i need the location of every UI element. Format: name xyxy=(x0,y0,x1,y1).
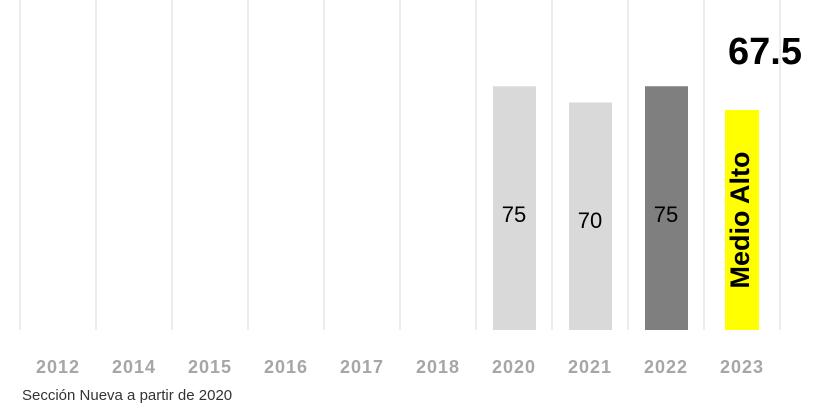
x-tick-label: 2012 xyxy=(36,357,80,377)
x-tick-label: 2020 xyxy=(492,357,536,377)
value-label: 75 xyxy=(654,202,678,227)
score: 67.5 xyxy=(728,31,802,73)
bar xyxy=(645,86,688,330)
bar xyxy=(493,86,536,330)
bar xyxy=(569,102,612,330)
x-tick-label: 2018 xyxy=(416,357,460,377)
footnote: Sección Nueva a partir de 2020 xyxy=(22,387,232,404)
x-tick-label: 2017 xyxy=(340,357,384,377)
x-tick-label: 2014 xyxy=(112,357,156,377)
level-label: Medio Alto xyxy=(725,152,755,289)
value-label: 75 xyxy=(502,202,526,227)
x-tick-label: 2022 xyxy=(644,357,688,377)
x-tick-label: 2021 xyxy=(568,357,612,377)
x-tick-label: 2015 xyxy=(188,357,232,377)
level-highlight xyxy=(725,110,759,330)
value-label: 70 xyxy=(578,208,602,233)
x-tick-label: 2016 xyxy=(264,357,308,377)
x-tick-label: 2023 xyxy=(720,357,764,377)
